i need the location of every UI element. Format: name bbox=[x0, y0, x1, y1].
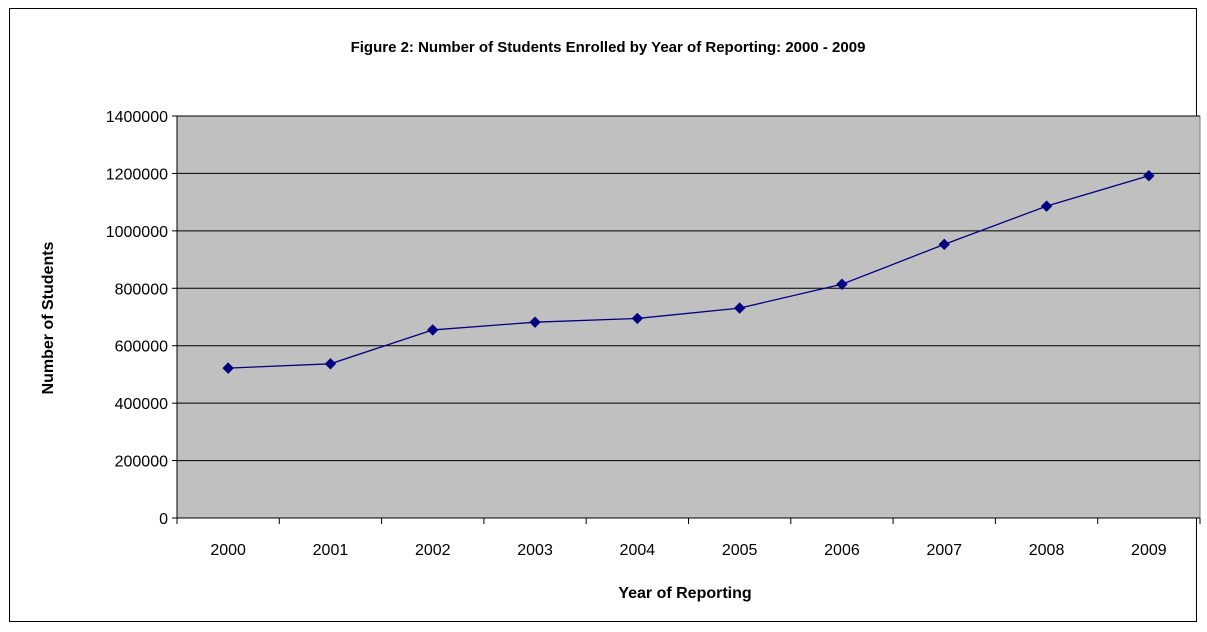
y-axis-title: Number of Students bbox=[40, 241, 57, 394]
data-point-marker bbox=[631, 312, 644, 325]
y-tick-label: 1400000 bbox=[106, 109, 168, 126]
data-point-marker bbox=[529, 316, 541, 328]
x-tick-label: 2006 bbox=[824, 542, 860, 559]
data-point-marker bbox=[427, 324, 439, 336]
data-point-marker bbox=[1143, 170, 1155, 182]
x-tick-label: 2007 bbox=[926, 542, 962, 559]
x-tick-label: 2009 bbox=[1131, 542, 1167, 559]
series-line-group bbox=[222, 170, 1155, 374]
y-tick-label: 200000 bbox=[115, 454, 168, 471]
data-point-marker bbox=[836, 278, 848, 290]
y-tick-label: 1000000 bbox=[106, 224, 168, 241]
y-tick-label: 0 bbox=[159, 511, 168, 528]
x-tick-label: 2004 bbox=[620, 542, 656, 559]
data-point-marker bbox=[1040, 200, 1053, 212]
y-tick-label: 400000 bbox=[115, 396, 168, 413]
x-tick-label: 2008 bbox=[1029, 542, 1065, 559]
x-tick-label: 2003 bbox=[517, 542, 553, 559]
x-tick-label: 2005 bbox=[722, 542, 758, 559]
y-tick-label: 1200000 bbox=[106, 166, 168, 183]
axes bbox=[172, 115, 1201, 524]
x-axis-title: Year of Reporting bbox=[618, 585, 751, 602]
x-tick-label: 2002 bbox=[415, 542, 451, 559]
gridlines bbox=[177, 115, 1200, 462]
data-point-marker bbox=[938, 238, 950, 251]
series-line bbox=[228, 175, 1150, 369]
plot-area bbox=[176, 115, 1201, 519]
data-point-marker bbox=[324, 358, 337, 370]
data-point-marker bbox=[222, 362, 234, 374]
chart-title: Figure 2: Number of Students Enrolled by… bbox=[351, 39, 866, 56]
y-tick-label: 800000 bbox=[115, 281, 168, 298]
data-point-marker bbox=[733, 302, 746, 314]
y-tick-label: 600000 bbox=[115, 339, 168, 356]
x-tick-label: 2001 bbox=[313, 542, 349, 559]
tick-labels: 0 200000 400000 600000 800000 1000000 1200000 1… bbox=[106, 109, 1167, 559]
x-tick-label: 2000 bbox=[210, 542, 246, 559]
